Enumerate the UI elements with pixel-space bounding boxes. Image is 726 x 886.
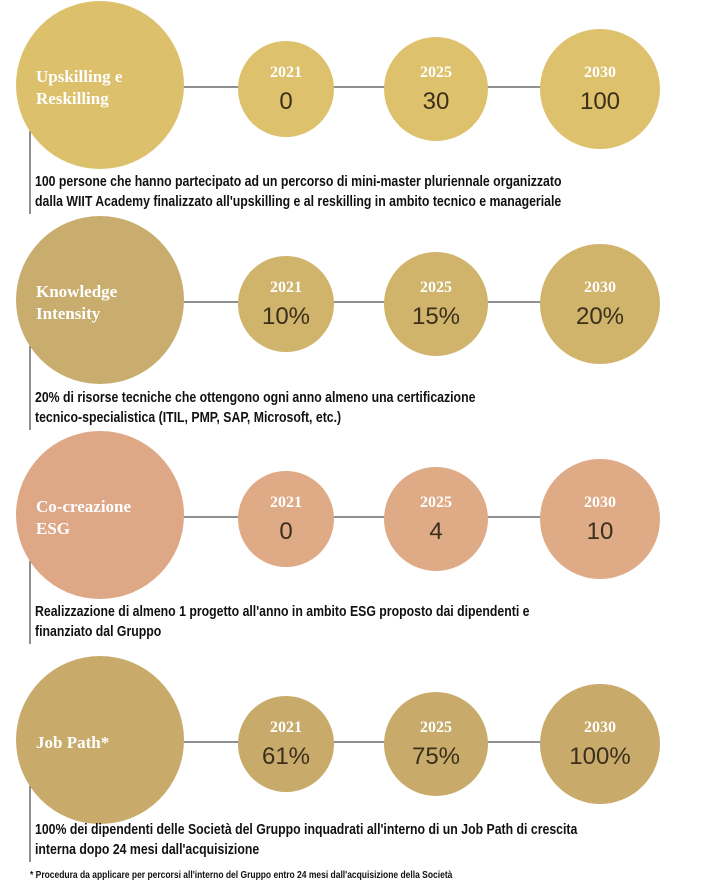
milestone-year: 2025	[420, 279, 452, 296]
topic-circle	[16, 216, 184, 384]
topic-title: Reskilling	[36, 89, 109, 108]
milestone-year: 2030	[584, 64, 616, 81]
topic-title: Knowledge	[36, 282, 118, 301]
milestone-year: 2030	[584, 279, 616, 296]
description-line: dalla WIIT Academy finalizzato all'upski…	[35, 193, 562, 209]
description: Realizzazione di almeno 1 progetto all'a…	[35, 603, 530, 619]
milestone-circle	[238, 471, 334, 567]
description-line: finanziato dal Gruppo	[35, 623, 161, 639]
milestone-year: 2021	[270, 279, 302, 296]
description-line: 100% dei dipendenti delle Società del Gr…	[35, 821, 578, 837]
milestone-value: 15%	[412, 303, 460, 330]
milestone-circle	[238, 256, 334, 352]
description: 100 persone che hanno partecipato ad un …	[35, 173, 561, 189]
description: dalla WIIT Academy finalizzato all'upski…	[35, 193, 562, 209]
milestone-year: 2021	[270, 719, 302, 736]
milestone-circle	[384, 467, 488, 571]
topic-circle	[16, 1, 184, 169]
milestone-value: 61%	[262, 743, 310, 770]
description: finanziato dal Gruppo	[35, 623, 161, 639]
milestone-circle	[540, 459, 660, 579]
topic-title: Co-creazione	[36, 497, 131, 516]
description: tecnico-specialistica (ITIL, PMP, SAP, M…	[35, 409, 341, 425]
milestone-year: 2030	[584, 719, 616, 736]
description-line: Realizzazione di almeno 1 progetto all'a…	[35, 603, 530, 619]
milestone-year: 2021	[270, 494, 302, 511]
milestone-year: 2025	[420, 494, 452, 511]
topic-title: Intensity	[36, 304, 101, 323]
milestone-value: 100%	[569, 743, 630, 770]
milestone-circle	[238, 41, 334, 137]
description: 20% di risorse tecniche che ottengono og…	[35, 389, 476, 405]
description-line: 20% di risorse tecniche che ottengono og…	[35, 389, 476, 405]
description: 100% dei dipendenti delle Società del Gr…	[35, 821, 578, 837]
milestone-value: 4	[429, 518, 442, 545]
milestone-circle	[540, 684, 660, 804]
milestone-value: 75%	[412, 743, 460, 770]
milestone-value: 10%	[262, 303, 310, 330]
milestone-circle	[384, 692, 488, 796]
milestone-circle	[540, 29, 660, 149]
milestone-value: 10	[587, 518, 614, 545]
topic-circle	[16, 656, 184, 824]
milestone-year: 2021	[270, 64, 302, 81]
topic-title: Job Path*	[36, 733, 109, 752]
milestone-circle	[384, 252, 488, 356]
description-line: 100 persone che hanno partecipato ad un …	[35, 173, 561, 189]
milestone-year: 2025	[420, 64, 452, 81]
milestone-value: 20%	[576, 303, 624, 330]
milestone-value: 100	[580, 88, 620, 115]
milestone-circle	[384, 37, 488, 141]
description: interna dopo 24 mesi dall'acquisizione	[35, 841, 259, 857]
milestone-circle	[540, 244, 660, 364]
topic-circle	[16, 431, 184, 599]
topic-title: ESG	[36, 519, 70, 538]
milestone-year: 2025	[420, 719, 452, 736]
topic-title: Upskilling e	[36, 67, 123, 86]
description-line: tecnico-specialistica (ITIL, PMP, SAP, M…	[35, 409, 341, 425]
milestone-year: 2030	[584, 494, 616, 511]
footnote-group: * Procedura da applicare per percorsi al…	[30, 869, 453, 880]
milestone-circle	[238, 696, 334, 792]
description-line: interna dopo 24 mesi dall'acquisizione	[35, 841, 259, 857]
milestone-value: 0	[279, 518, 292, 545]
milestone-value: 0	[279, 88, 292, 115]
milestone-value: 30	[423, 88, 450, 115]
footnote: * Procedura da applicare per percorsi al…	[30, 869, 453, 880]
